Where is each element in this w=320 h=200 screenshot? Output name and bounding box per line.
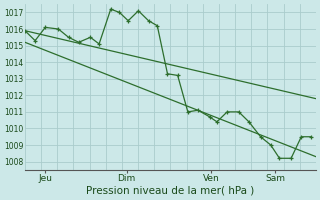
X-axis label: Pression niveau de la mer( hPa ): Pression niveau de la mer( hPa ): [86, 186, 254, 196]
